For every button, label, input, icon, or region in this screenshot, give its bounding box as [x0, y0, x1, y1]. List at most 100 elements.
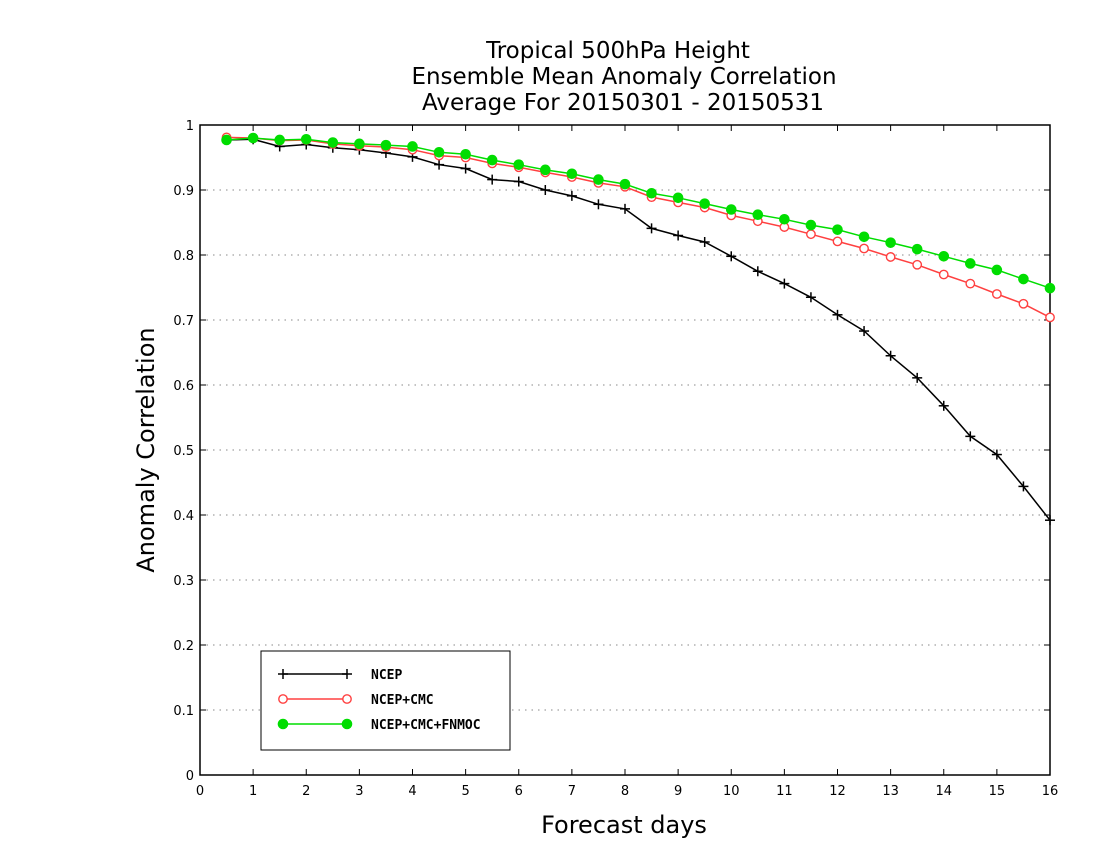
data-point-open-circle	[806, 229, 816, 240]
x-tick-label: 0	[196, 784, 204, 799]
x-tick-label: 4	[408, 784, 416, 799]
gridlines	[200, 189, 1050, 711]
x-tick-label: 15	[989, 784, 1006, 799]
data-point-filled-circle	[354, 138, 365, 150]
legend: NCEP NCEP+CMC NCEP+CMC+FNMOC	[260, 650, 511, 751]
data-point-plus	[991, 449, 1002, 460]
series-ncep-cmc	[221, 132, 1055, 323]
x-tick-label: 5	[461, 784, 469, 799]
x-tick-label: 7	[568, 784, 576, 799]
legend-entry: NCEP+CMC	[278, 693, 434, 708]
axis-ticks: 00.10.20.30.40.50.60.70.80.910 1 2 3 4 5 6 7 8 9 1…	[173, 119, 1058, 799]
data-point-filled-circle	[779, 213, 790, 225]
data-point-plus	[513, 176, 524, 187]
y-tick-label: 0.6	[173, 379, 194, 394]
x-tick-label: 2	[302, 784, 310, 799]
data-point-filled-circle	[858, 231, 870, 243]
x-axis-label: Forecast days	[541, 811, 707, 839]
data-point-plus	[912, 372, 923, 383]
data-point-plus	[487, 174, 498, 185]
data-point-filled-circle	[699, 198, 710, 209]
y-tick-label: 0.7	[173, 314, 194, 329]
data-point-filled-circle	[1044, 282, 1056, 294]
data-point-open-circle	[912, 259, 923, 270]
x-tick-label: 16	[1042, 784, 1059, 799]
data-point-filled-circle	[540, 164, 551, 176]
data-point-filled-circle	[938, 250, 950, 262]
data-point-filled-circle	[885, 237, 896, 248]
data-point-open-circle	[991, 289, 1002, 299]
data-point-filled-circle	[327, 137, 339, 148]
data-point-filled-circle	[277, 718, 289, 730]
series-group	[221, 132, 1056, 526]
data-point-open-circle	[938, 269, 949, 280]
y-tick-label: 0.9	[173, 184, 194, 199]
y-axis-label: Anomaly Correlation	[132, 327, 160, 572]
legend-label: NCEP+CMC+FNMOC	[371, 718, 481, 733]
data-point-plus	[965, 431, 976, 442]
data-point-open-circle	[832, 236, 843, 247]
data-point-filled-circle	[646, 187, 657, 199]
data-point-filled-circle	[274, 134, 285, 146]
legend-entry: NCEP+CMC+FNMOC	[277, 718, 481, 733]
data-point-plus	[278, 669, 288, 679]
x-tick-label: 14	[935, 784, 952, 799]
data-point-plus	[805, 292, 816, 303]
y-tick-label: 0	[186, 769, 194, 784]
data-point-filled-circle	[433, 147, 445, 158]
data-point-plus	[1045, 515, 1055, 526]
series-line	[226, 137, 1051, 289]
title-line-1: Tropical 500hPa Height	[485, 38, 750, 64]
data-point-open-circle	[859, 243, 869, 254]
y-tick-label: 0.5	[173, 444, 194, 459]
data-point-plus	[646, 223, 657, 234]
x-tick-label: 6	[515, 784, 523, 799]
chart-title: Tropical 500hPa Height Ensemble Mean Ano…	[411, 38, 836, 116]
data-point-plus	[566, 190, 577, 201]
data-point-plus	[434, 159, 445, 170]
data-point-open-circle	[278, 694, 288, 704]
data-point-plus	[779, 278, 790, 289]
data-point-filled-circle	[566, 168, 578, 180]
legend-entry: NCEP	[278, 668, 402, 683]
y-tick-label: 0.4	[173, 509, 194, 524]
x-tick-label: 9	[674, 784, 682, 799]
data-point-plus	[342, 669, 352, 679]
data-point-plus	[699, 237, 710, 247]
data-point-filled-circle	[593, 174, 604, 185]
title-line-2: Ensemble Mean Anomaly Correlation	[411, 64, 836, 90]
data-point-filled-circle	[619, 178, 631, 190]
data-point-plus	[673, 230, 684, 241]
y-tick-label: 0.1	[173, 704, 194, 719]
data-point-filled-circle	[991, 264, 1003, 276]
data-point-plus	[460, 163, 471, 174]
y-tick-label: 1	[186, 119, 194, 134]
legend-label: NCEP	[371, 668, 402, 683]
data-point-filled-circle	[805, 219, 817, 231]
x-tick-label: 12	[829, 784, 846, 799]
data-point-filled-circle	[965, 258, 976, 269]
x-tick-label: 1	[249, 784, 257, 799]
data-point-open-circle	[1045, 312, 1055, 323]
data-point-filled-circle	[672, 192, 684, 204]
data-point-filled-circle	[911, 243, 923, 255]
y-tick-label: 0.3	[173, 574, 194, 589]
title-line-3: Average For 20150301 - 20150531	[422, 90, 824, 116]
data-point-filled-circle	[341, 718, 353, 730]
data-point-filled-circle	[725, 204, 737, 215]
data-point-open-circle	[1018, 298, 1029, 309]
data-point-filled-circle	[752, 209, 764, 220]
data-point-plus	[620, 203, 630, 214]
data-point-open-circle	[885, 252, 896, 262]
data-point-filled-circle	[486, 154, 498, 166]
data-point-filled-circle	[832, 224, 843, 235]
data-point-filled-circle	[513, 159, 525, 170]
data-point-open-circle	[342, 694, 352, 704]
data-point-plus	[859, 326, 870, 337]
data-point-plus	[1018, 481, 1029, 492]
data-point-plus	[593, 199, 604, 210]
data-point-open-circle	[965, 278, 976, 289]
series-line	[226, 136, 1051, 319]
data-point-filled-circle	[380, 139, 392, 151]
data-point-plus	[832, 309, 843, 320]
